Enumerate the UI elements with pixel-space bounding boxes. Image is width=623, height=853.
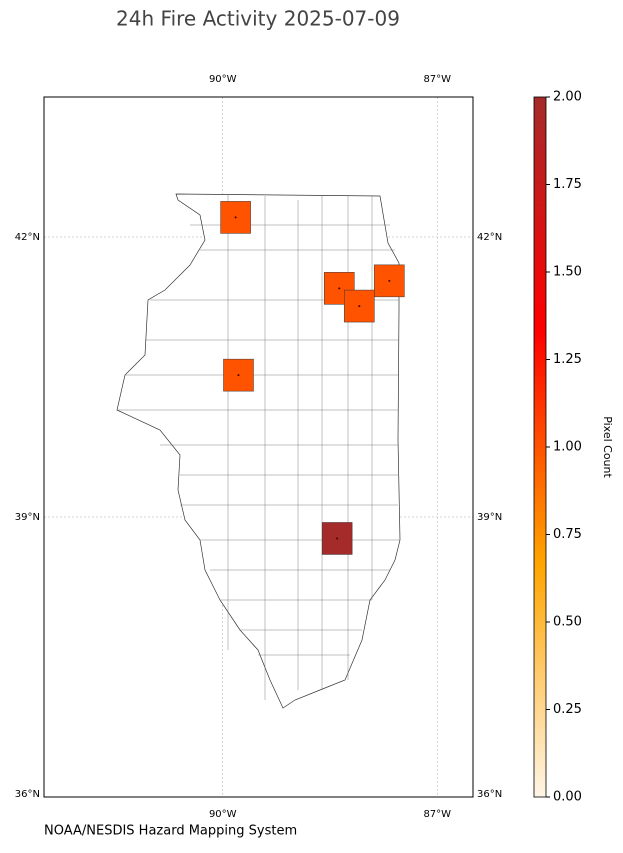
state-outline <box>116 193 401 709</box>
colorbar-tick-label: 0.75 <box>553 527 582 542</box>
y-tick-label: 42°N <box>15 232 40 243</box>
map-frame <box>43 96 474 798</box>
colorbar-tick-label: 1.00 <box>553 440 582 455</box>
y-tick-label: 39°N <box>15 512 40 523</box>
county-lines <box>118 194 400 700</box>
chart-title: 24h Fire Activity 2025-07-09 <box>116 7 400 31</box>
fire-point <box>388 279 391 282</box>
colorbar-tick-label: 0.50 <box>553 615 582 630</box>
fire-point <box>237 374 240 377</box>
colorbar <box>533 96 547 798</box>
colorbar-tick-label: 1.75 <box>553 177 582 192</box>
fire-point <box>234 216 237 219</box>
colorbar-label: Pixel Count <box>601 416 614 478</box>
x-tick-label: 87°W <box>423 809 451 820</box>
colorbar-tick-label: 1.25 <box>553 352 582 367</box>
x-tick-label: 87°W <box>423 74 451 85</box>
colorbar-tick-label: 0.00 <box>553 790 582 805</box>
fire-point <box>336 537 339 540</box>
colorbar-tick-label: 1.50 <box>553 265 582 280</box>
source: NOAA/NESDIS Hazard Mapping System <box>44 824 297 839</box>
colorbar-tick-label: 2.00 <box>553 90 582 105</box>
fire-point <box>338 287 341 290</box>
colorbar-tick-label: 0.25 <box>553 702 582 717</box>
y-tick-label: 36°N <box>15 789 40 800</box>
x-tick-label: 90°W <box>209 809 237 820</box>
y-tick-label: 36°N <box>477 789 502 800</box>
x-tick-label: 90°W <box>209 74 237 85</box>
fire-point <box>358 305 361 308</box>
y-tick-label: 42°N <box>477 232 502 243</box>
y-tick-label: 39°N <box>477 512 502 523</box>
